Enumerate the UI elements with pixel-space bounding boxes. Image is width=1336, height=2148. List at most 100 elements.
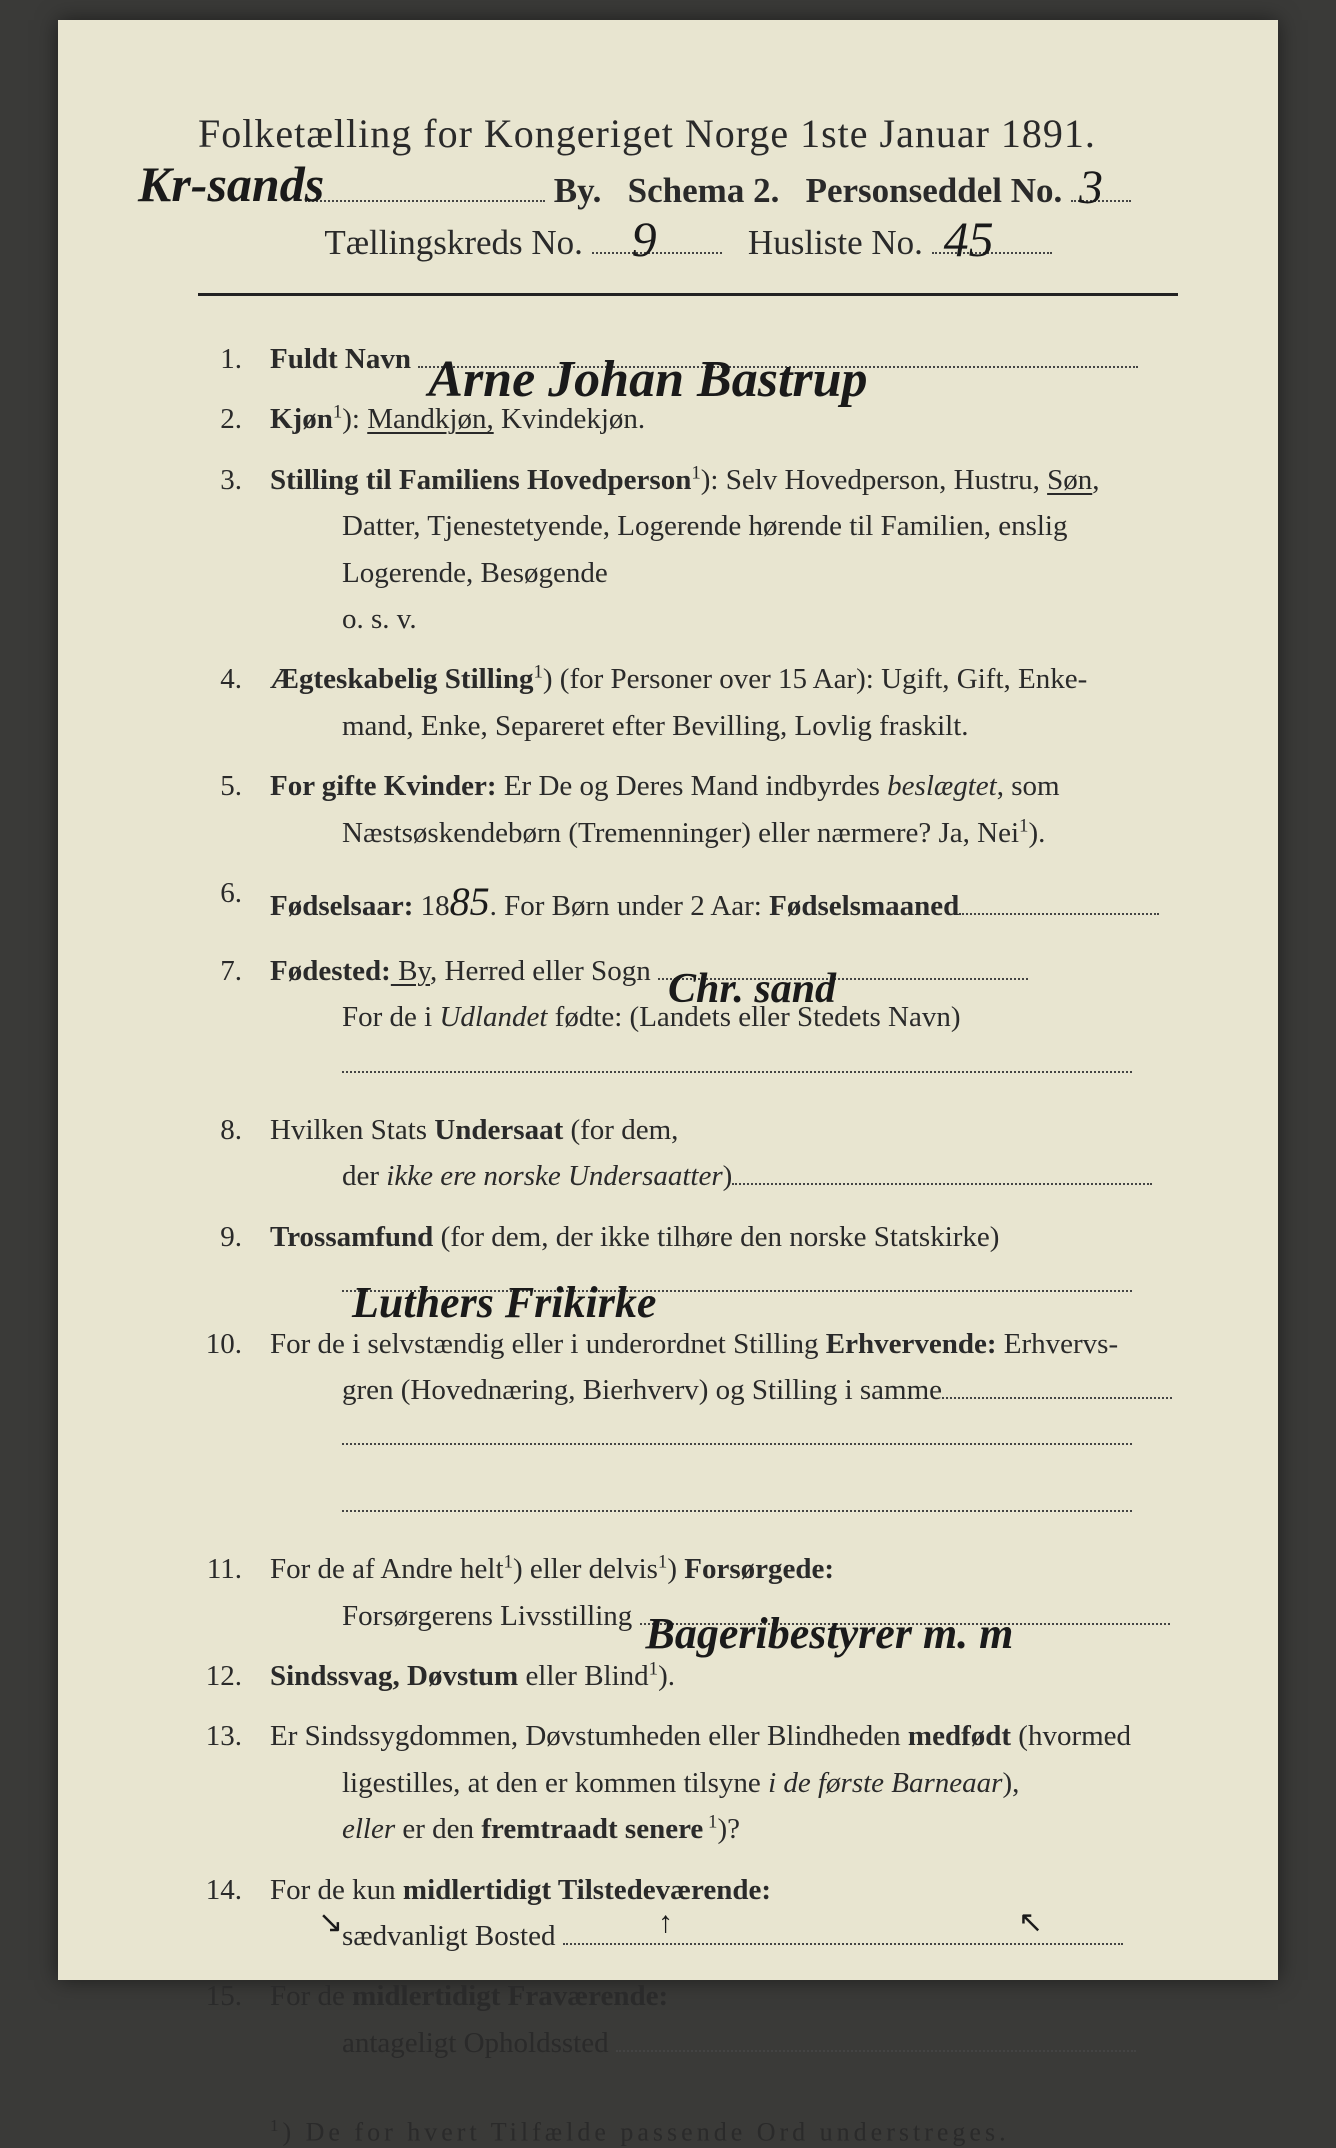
- sup: 1: [649, 1658, 658, 1679]
- item-11: 11. For de af Andre helt1) eller delvis1…: [198, 1546, 1178, 1639]
- text-after: (hvormed: [1011, 1720, 1131, 1752]
- item-label: midlertidigt Fraværende:: [352, 1980, 668, 2012]
- item-8: 8. Hvilken Stats Undersaat (for dem, der…: [198, 1107, 1178, 1200]
- item-num: 14.: [198, 1867, 270, 1960]
- line2a: antageligt Opholdssted: [342, 2027, 609, 2059]
- item-15: 15. For de midlertidigt Fraværende: anta…: [198, 1973, 1178, 2066]
- line2: mand, Enke, Separeret efter Bevilling, L…: [270, 703, 1178, 749]
- text: Er De og Deres Mand indbyrdes: [497, 770, 888, 802]
- item-num: 4.: [198, 656, 270, 749]
- whereabouts-blank: [616, 2050, 1136, 2052]
- line3: eller er den fremtraadt senere 1)?: [270, 1806, 1178, 1852]
- item-num: 11.: [198, 1546, 270, 1639]
- item-label: Sindssvag, Døvstum: [270, 1660, 518, 1692]
- italic: beslægtet: [887, 770, 997, 802]
- line2: Datter, Tjenestetyende, Logerende hørend…: [270, 503, 1178, 549]
- item-label: Forsørgede:: [684, 1553, 834, 1585]
- item-label: Erhvervende:: [826, 1328, 997, 1360]
- religion-blank: Luthers Frikirke: [342, 1290, 1132, 1292]
- italic: i de første Barneaar: [768, 1767, 1002, 1799]
- text: For de af Andre helt: [270, 1553, 504, 1585]
- rest: ,: [1092, 464, 1099, 496]
- personseddel-blank: 3: [1071, 200, 1131, 202]
- line2end: ),: [1002, 1767, 1019, 1799]
- line2: Næstsøskendebørn (Tremenninger) eller næ…: [270, 810, 1178, 856]
- rest: Kvindekjøn.: [494, 403, 645, 435]
- line2: gren (Hovednæring, Bierhverv) og Stillin…: [270, 1367, 1178, 1413]
- text: ) (for Personer over 15 Aar): Ugift, Gif…: [543, 663, 1087, 695]
- kreds-no: 9: [632, 210, 657, 268]
- sup: 1: [703, 1812, 717, 1833]
- header-line-3: Tællingskreds No. 9 Husliste No. 45: [198, 223, 1178, 263]
- item-num: 13.: [198, 1713, 270, 1852]
- tick-mark: ↖: [1018, 1905, 1043, 1940]
- item-num: 1.: [198, 336, 270, 382]
- line2a: For de i: [342, 1001, 439, 1033]
- sup: 1: [504, 1552, 513, 1573]
- line2a: der: [342, 1160, 386, 1192]
- line2a: gren (Hovednæring, Bierhverv) og Stillin…: [342, 1374, 942, 1406]
- year-hand: 85: [450, 879, 490, 924]
- item-num: 2.: [198, 396, 270, 442]
- item-num: 3.: [198, 457, 270, 643]
- header-line-2: Kr-sands By. Schema 2. Personseddel No. …: [198, 171, 1178, 211]
- text: ):: [342, 403, 367, 435]
- footnote-text: ) De for hvert Tilfælde passende Ord und…: [282, 2118, 1009, 2147]
- line2: der ikke ere norske Undersaatter): [270, 1153, 1178, 1199]
- item-label: Undersaat: [434, 1114, 563, 1146]
- item-label: Trossamfund: [270, 1221, 433, 1253]
- divider-line: [198, 293, 1178, 296]
- item-label: Ægteskabelig Stilling: [270, 663, 533, 695]
- line3end: )?: [717, 1813, 740, 1845]
- city-blank: [305, 200, 545, 202]
- kreds-label: Tællingskreds No.: [324, 223, 583, 262]
- item-3: 3. Stilling til Familiens Hovedperson1):…: [198, 457, 1178, 643]
- label2: Fødselsmaaned: [769, 890, 959, 922]
- text: For de kun: [270, 1874, 403, 1906]
- footnote-sup: 1: [270, 2116, 282, 2135]
- abroad-blank: [342, 1071, 1132, 1073]
- item-label: midlertidigt Tilstedeværende:: [403, 1874, 771, 1906]
- item-label: Fødselsaar:: [270, 890, 413, 922]
- end: ).: [658, 1660, 675, 1692]
- footnote: 1) De for hvert Tilfælde passende Ord un…: [198, 2116, 1178, 2148]
- item-12: 12. Sindssvag, Døvstum eller Blind1).: [198, 1653, 1178, 1699]
- line3: Logerende, Besøgende: [270, 550, 1178, 596]
- text: For de i selvstændig eller i underordnet…: [270, 1328, 826, 1360]
- occ-blank2: [342, 1443, 1132, 1445]
- item-label: Fødested:: [270, 955, 391, 987]
- item-num: 10.: [198, 1321, 270, 1527]
- birthplace-blank: Chr. sand: [658, 978, 1028, 980]
- mid: . For Børn under 2 Aar:: [490, 890, 770, 922]
- line2end: ).: [1028, 817, 1045, 849]
- year-prefix: 18: [413, 890, 449, 922]
- text: Er Sindssygdommen, Døvstumheden eller Bl…: [270, 1720, 908, 1752]
- husliste-label: Husliste No.: [748, 223, 923, 262]
- text: eller Blind: [518, 1660, 648, 1692]
- city-handwriting: Kr-sands: [138, 155, 324, 213]
- text-after: (for dem,: [563, 1114, 678, 1146]
- subject-blank: [732, 1183, 1152, 1185]
- text-after: ): [667, 1553, 684, 1585]
- sup: 1: [333, 402, 342, 423]
- residence-blank: [563, 1943, 1123, 1945]
- italic: ikke ere norske Undersaatter: [386, 1160, 722, 1192]
- label3: fremtraadt senere: [481, 1813, 703, 1845]
- provider-blank: Bageribestyrer m. m: [640, 1623, 1170, 1625]
- sup: 1: [658, 1552, 667, 1573]
- line2: Forsørgerens Livsstilling Bageribestyrer…: [270, 1593, 1178, 1639]
- text: , Herred eller Sogn: [430, 955, 651, 987]
- line2a: sædvanligt Bosted: [342, 1920, 555, 1952]
- italic: Udlandet: [439, 1001, 547, 1033]
- line2a: Forsørgerens Livsstilling: [342, 1600, 632, 1632]
- text: For de: [270, 1980, 352, 2012]
- line2: ligestilles, at den er kommen tilsyne i …: [270, 1760, 1178, 1806]
- item-label: Kjøn: [270, 403, 333, 435]
- personseddel-label: Personseddel No.: [806, 171, 1063, 210]
- mid: ) eller delvis: [513, 1553, 658, 1585]
- item-10: 10. For de i selvstændig eller i underor…: [198, 1321, 1178, 1527]
- birthplace-hand: Chr. sand: [668, 956, 836, 1023]
- tick-mark: ↑: [658, 1906, 673, 1940]
- line2a: ligestilles, at den er kommen tilsyne: [342, 1767, 768, 1799]
- month-blank: [959, 913, 1159, 915]
